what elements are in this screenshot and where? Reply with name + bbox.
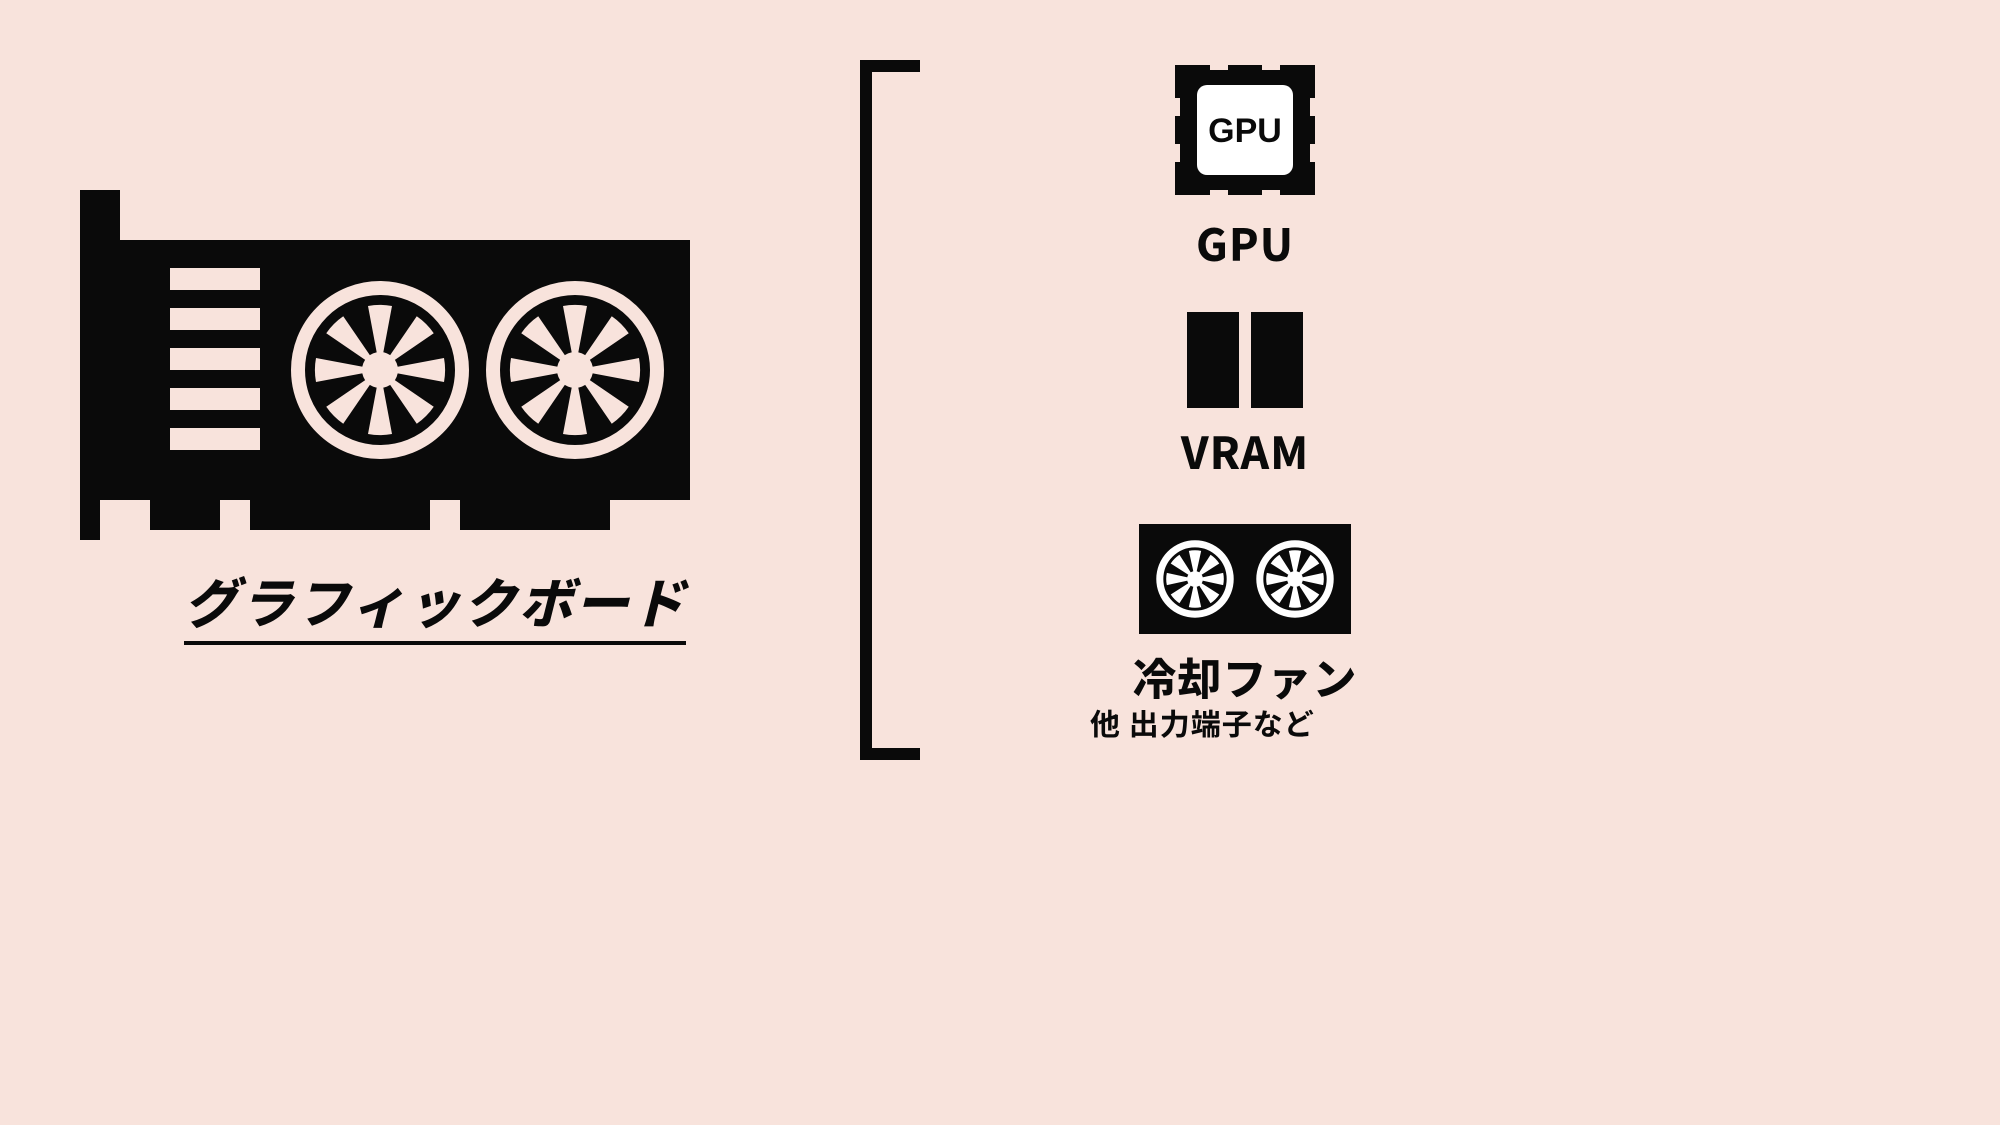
component-fans: 冷却ファン [1133, 500, 1358, 708]
vram-icon [1187, 312, 1303, 408]
graphics-card-icon [80, 190, 690, 550]
cooling-fans-icon [1139, 524, 1351, 634]
component-gpu: GPU GPU [1165, 60, 1325, 274]
gpu-chip-icon: GPU [1165, 60, 1325, 200]
vram-block [1251, 312, 1303, 408]
fan-icon [1151, 535, 1239, 623]
components-column: GPU GPU VRAM [970, 60, 1520, 726]
component-vram: VRAM [1181, 292, 1309, 482]
grouping-bracket [860, 60, 920, 760]
graphics-card-title-text: グラフィックボード [184, 560, 687, 645]
gpu-chip-text: GPU [1208, 112, 1282, 150]
subnote-text: 他 出力端子など [1090, 700, 1315, 744]
vram-label: VRAM [1181, 418, 1309, 482]
fan-icon [1251, 535, 1339, 623]
fans-label: 冷却ファン [1133, 644, 1358, 708]
gpu-label: GPU [1196, 210, 1294, 274]
vram-block [1187, 312, 1239, 408]
infographic-canvas: グラフィックボード [0, 0, 2000, 1125]
graphics-card-title: グラフィックボード [130, 560, 740, 639]
